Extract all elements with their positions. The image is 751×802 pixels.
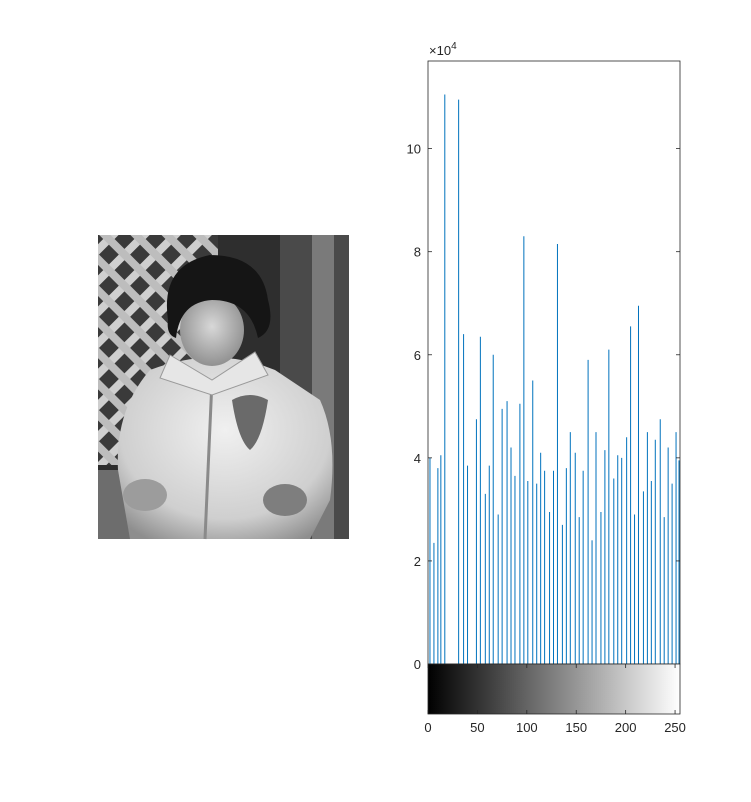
x-tick-label: 0 <box>424 720 431 735</box>
left-hand-shadow <box>123 479 167 511</box>
y-axis: 0 2 4 6 8 10 <box>407 142 680 672</box>
histogram-bars <box>429 94 680 664</box>
y-tick-label: 10 <box>407 142 421 157</box>
x-axis: 0 50 100 150 200 250 <box>424 664 686 735</box>
child-face <box>180 294 244 366</box>
y-tick-label: 6 <box>414 348 421 363</box>
right-hand-shadow <box>263 484 307 516</box>
y-tick-label: 2 <box>414 554 421 569</box>
y-exponent-label: ×104 <box>429 41 457 58</box>
jacket-collar <box>159 351 269 396</box>
child-hair <box>166 255 271 338</box>
y-exponent-base: ×10 <box>429 43 451 58</box>
x-tick-label: 100 <box>516 720 538 735</box>
grayscale-colorbar: 0 50 100 150 200 250 <box>424 663 686 735</box>
x-tick-label: 50 <box>470 720 484 735</box>
grayscale-photo <box>98 235 349 540</box>
x-tick-label: 250 <box>664 720 686 735</box>
y-exponent-power: 4 <box>451 41 457 52</box>
y-tick-label: 4 <box>414 451 421 466</box>
jacket-zipper <box>203 379 214 540</box>
jacket-emblem <box>232 395 268 450</box>
x-tick-label: 150 <box>565 720 587 735</box>
y-tick-label: 0 <box>414 657 421 672</box>
x-tick-label: 200 <box>615 720 637 735</box>
colorbar-gradient <box>427 663 681 715</box>
y-tick-label: 8 <box>414 245 421 260</box>
